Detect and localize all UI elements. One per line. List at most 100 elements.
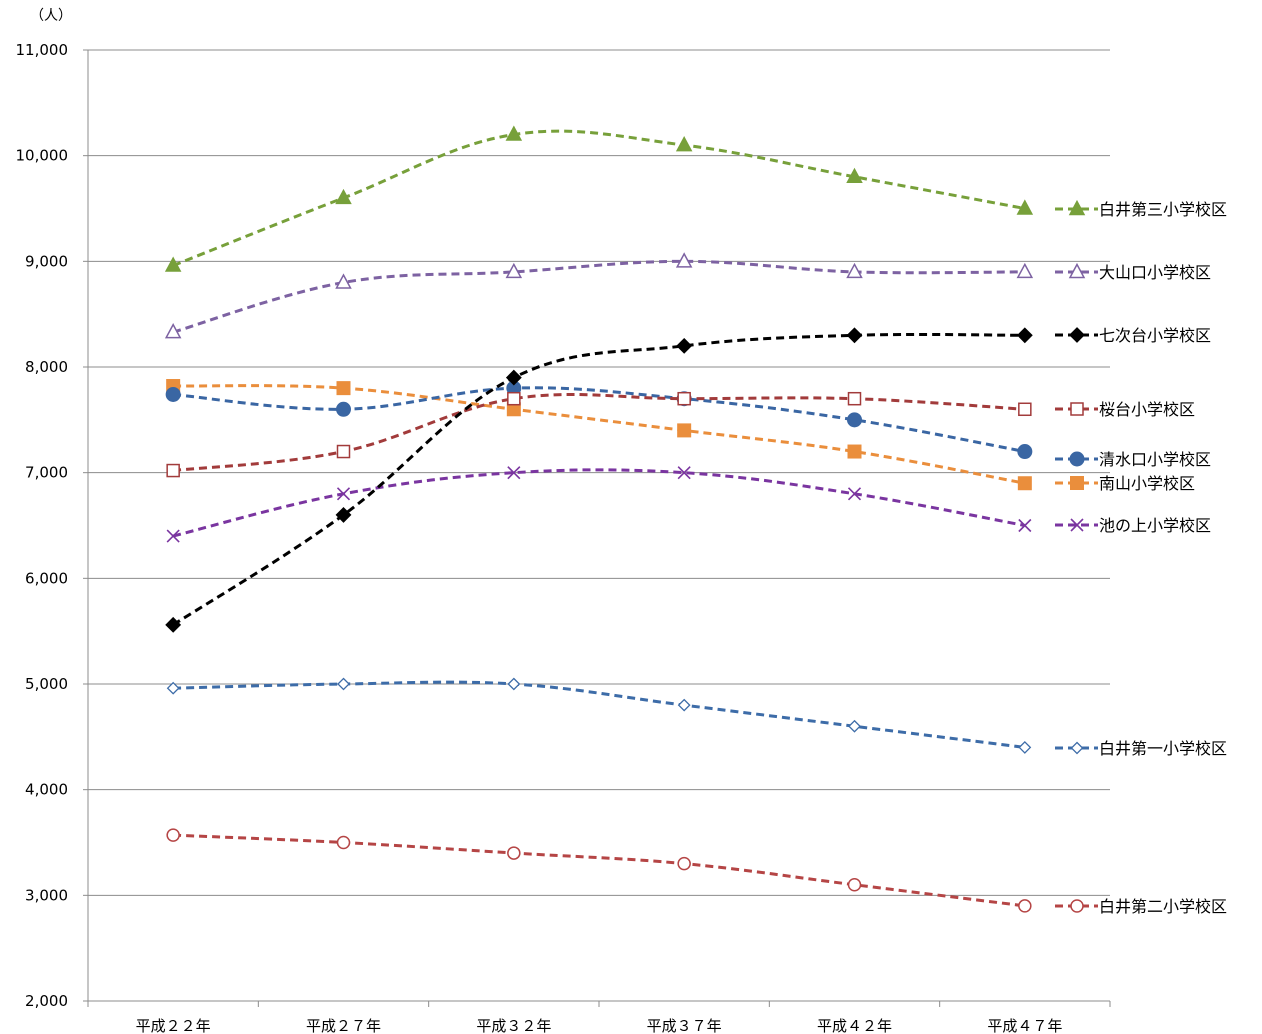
y-tick-label: 9,000	[25, 252, 68, 270]
data-point	[166, 681, 180, 695]
data-point	[166, 529, 180, 543]
data-point	[505, 262, 523, 279]
series-line	[172, 468, 1026, 538]
y-tick-label: 8,000	[25, 358, 68, 376]
data-point	[336, 444, 351, 459]
legend-label: 南山小学校区	[1099, 474, 1195, 493]
data-point	[676, 337, 693, 354]
legend-marker	[1070, 402, 1084, 416]
series-line	[173, 833, 1026, 908]
series-line	[172, 332, 1025, 627]
data-point	[165, 616, 182, 633]
x-tick-label: 平成３２年	[476, 1017, 551, 1034]
data-point	[1018, 740, 1032, 754]
legend-marker	[1069, 451, 1085, 467]
data-point	[507, 846, 521, 860]
x-tick-label: 平成４７年	[987, 1017, 1062, 1034]
legend-marker	[1070, 741, 1084, 755]
legend-entry: 池の上小学校区	[1055, 516, 1211, 535]
legend-label: 桜台小学校区	[1099, 400, 1195, 419]
gridlines	[88, 49, 1110, 896]
legend-entry: 白井第三小学校区	[1055, 199, 1227, 219]
x-tick-label: 平成２２年	[136, 1017, 211, 1034]
data-point	[336, 487, 351, 501]
data-point	[1016, 199, 1034, 215]
legend-label: 白井第二小学校区	[1099, 897, 1227, 916]
y-tick-label: 6,000	[25, 569, 68, 587]
x-tick-label: 平成３７年	[647, 1017, 722, 1034]
data-point	[337, 677, 350, 691]
series-1	[164, 252, 1034, 339]
x-tick-label: 平成２７年	[306, 1017, 381, 1034]
data-point	[335, 188, 352, 205]
data-point	[677, 698, 691, 712]
data-point	[677, 391, 691, 406]
data-point	[505, 369, 522, 386]
data-point	[164, 323, 182, 339]
data-point	[847, 487, 862, 501]
data-point	[166, 463, 180, 478]
series-0	[164, 125, 1034, 272]
y-tick-label: 2,000	[25, 992, 68, 1010]
series-2	[165, 327, 1033, 633]
legend-marker	[1068, 262, 1086, 279]
y-tick-label: 7,000	[25, 464, 68, 482]
legend-label: 七次台小学校区	[1099, 326, 1211, 345]
data-point	[677, 466, 691, 480]
data-point	[1018, 518, 1032, 533]
data-point	[675, 136, 693, 152]
legend-marker	[1070, 899, 1084, 913]
series-group	[164, 125, 1034, 913]
series-4	[165, 380, 1033, 460]
series-3	[166, 391, 1032, 478]
data-point	[1017, 444, 1033, 460]
data-point	[846, 327, 863, 344]
data-point	[507, 677, 521, 691]
legend-entry: 白井第二小学校区	[1055, 897, 1227, 916]
data-point	[1018, 899, 1032, 913]
legend-label: 白井第三小学校区	[1099, 200, 1227, 219]
data-point	[846, 167, 863, 184]
data-point	[847, 878, 862, 892]
data-point	[1016, 327, 1033, 344]
series-8	[166, 828, 1032, 913]
legend-marker	[1070, 476, 1084, 490]
data-point	[847, 391, 862, 406]
data-point	[507, 391, 521, 406]
data-point	[166, 828, 180, 842]
axes	[87, 50, 1110, 1002]
data-point	[507, 466, 521, 480]
series-7	[166, 677, 1032, 754]
data-point	[847, 444, 862, 459]
data-point	[846, 262, 863, 279]
data-point	[848, 719, 861, 733]
y-tick-label: 3,000	[25, 886, 68, 904]
legend-entry: 清水口小学校区	[1055, 450, 1211, 469]
data-point	[1017, 476, 1032, 491]
legend-label: 池の上小学校区	[1099, 516, 1211, 535]
data-point	[675, 252, 693, 268]
legend-label: 大山口小学校区	[1099, 263, 1211, 282]
data-point	[677, 423, 692, 438]
data-point	[505, 125, 523, 141]
series-line	[172, 259, 1025, 334]
data-point	[335, 507, 352, 523]
y-tick-label: 10,000	[16, 147, 69, 165]
y-tick-label: 5,000	[25, 675, 68, 693]
data-point	[1016, 262, 1034, 279]
data-point	[1018, 402, 1032, 417]
data-point	[336, 401, 351, 417]
series-line	[173, 680, 1026, 749]
data-point	[677, 856, 691, 871]
x-tick-label: 平成４２年	[817, 1017, 892, 1034]
y-unit-label: （人）	[30, 8, 72, 24]
legend-entry: 七次台小学校区	[1055, 326, 1211, 345]
y-axis-ticks: 2,000 3,000 4,000 5,000 6,000 7,000 8,000 9,000…	[16, 41, 88, 1010]
legend-entry: 大山口小学校区	[1055, 262, 1211, 282]
y-tick-label: 11,000	[16, 41, 69, 59]
data-point	[336, 381, 351, 396]
series-6	[166, 466, 1032, 543]
legend-label: 白井第一小学校区	[1099, 739, 1227, 758]
